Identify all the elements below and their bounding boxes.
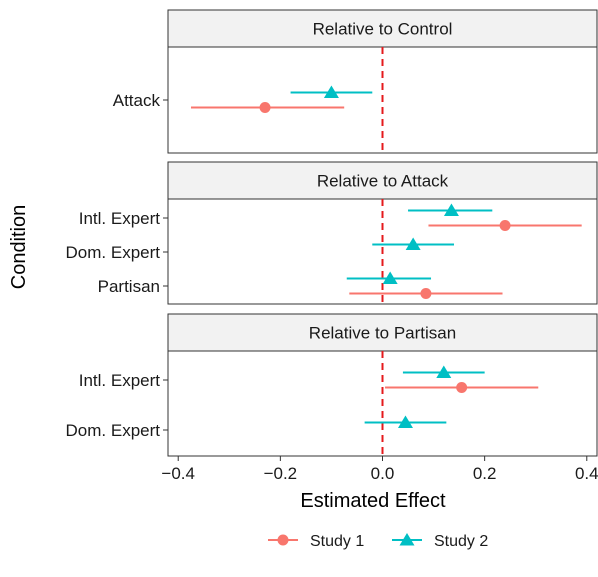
- panel-strip: [167, 313, 598, 352]
- triangle-point-study-2: [443, 203, 459, 216]
- x-tick-label: 0.4: [575, 464, 598, 483]
- y-tick-label: Intl. Expert: [79, 371, 161, 390]
- legend-label: Study 2: [434, 533, 488, 550]
- legend-item-study-1: Study 1: [268, 533, 364, 550]
- panels: Relative to Control Attack Relative to Att…: [66, 9, 598, 457]
- circle-point-study-1: [420, 288, 432, 299]
- triangle-point-study-2: [323, 85, 339, 98]
- x-tick-label: −0.4: [161, 464, 195, 483]
- panel-2: Relative to Attack Intl. Expert Dom. Exper…: [66, 161, 598, 305]
- y-axis-title: Condition: [8, 205, 30, 290]
- triangle-point-legend: [399, 533, 415, 546]
- panel-title: Relative to Attack: [317, 172, 449, 191]
- x-axis: −0.4 −0.2 0.0 0.2 0.4: [161, 456, 598, 483]
- panel-strip: [167, 9, 598, 48]
- x-tick-label: 0.2: [473, 464, 497, 483]
- circle-point-study-1: [499, 220, 511, 231]
- y-tick-label: Partisan: [98, 277, 160, 296]
- legend-label: Study 1: [310, 533, 364, 550]
- y-tick-label: Intl. Expert: [79, 209, 161, 228]
- y-tick-label: Dom. Expert: [66, 421, 161, 440]
- panel-title: Relative to Control: [313, 20, 453, 39]
- triangle-point-study-2: [397, 415, 413, 428]
- circle-point-legend: [277, 534, 289, 546]
- triangle-point-study-2: [405, 237, 421, 250]
- legend: Study 1 Study 2: [268, 533, 488, 550]
- circle-point-study-1: [456, 382, 468, 393]
- triangle-point-study-2: [436, 365, 452, 378]
- legend-item-study-2: Study 2: [392, 533, 488, 550]
- x-tick-label: −0.2: [264, 464, 298, 483]
- panel-3: Relative to Partisan Intl. Expert Dom. Exp…: [66, 313, 598, 457]
- panel-title: Relative to Partisan: [309, 324, 456, 343]
- x-tick-label: 0.0: [371, 464, 395, 483]
- panel-1: Relative to Control Attack: [113, 9, 598, 154]
- y-tick-label: Attack: [113, 91, 161, 110]
- triangle-point-study-2: [382, 271, 398, 284]
- circle-point-study-1: [259, 102, 271, 113]
- y-tick-label: Dom. Expert: [66, 243, 161, 262]
- x-axis-title: Estimated Effect: [300, 490, 446, 512]
- panel-strip: [167, 161, 598, 200]
